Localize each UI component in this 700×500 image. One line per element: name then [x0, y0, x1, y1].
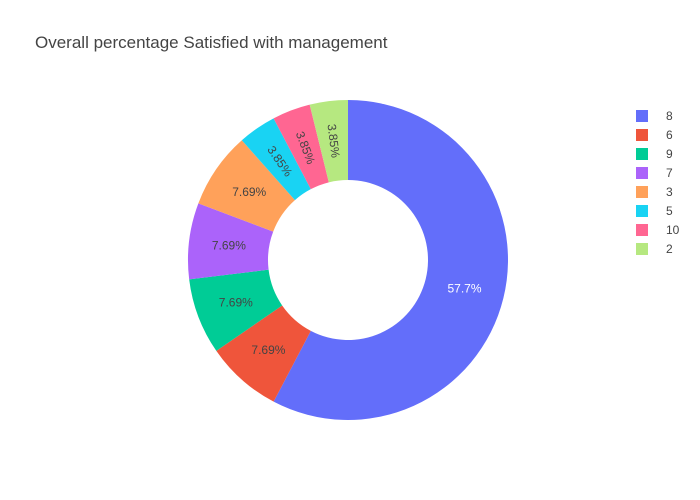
legend-label: 5 — [666, 203, 673, 218]
slice-label-2: 3.85% — [325, 123, 343, 159]
legend-item-8[interactable]: 8 — [636, 106, 679, 125]
slice-3[interactable] — [198, 140, 295, 232]
slice-label-7: 7.69% — [212, 239, 246, 253]
slice-8[interactable] — [273, 100, 509, 420]
legend-swatch — [636, 128, 648, 141]
slice-2[interactable] — [309, 100, 348, 183]
legend-label: 7 — [666, 165, 673, 180]
legend-swatch — [636, 185, 648, 198]
legend-item-9[interactable]: 9 — [636, 144, 679, 163]
legend-label: 10 — [666, 222, 680, 237]
legend-item-7[interactable]: 7 — [636, 163, 679, 182]
legend-label: 8 — [666, 108, 673, 123]
slice-6[interactable] — [216, 305, 311, 402]
chart-title: Overall percentage Satisfied with manage… — [35, 33, 388, 52]
legend-swatch — [636, 242, 648, 255]
legend-swatch — [636, 109, 648, 122]
legend: 8 6 9 7 3 5 10 2 — [636, 106, 679, 258]
legend-item-10[interactable]: 10 — [636, 220, 679, 239]
slice-10[interactable] — [273, 104, 329, 190]
slice-label-3: 7.69% — [232, 185, 266, 199]
slice-label-8: 57.7% — [447, 282, 481, 296]
legend-swatch — [636, 147, 648, 160]
legend-label: 6 — [666, 127, 673, 142]
slice-5[interactable] — [241, 118, 311, 201]
legend-label: 2 — [666, 241, 673, 256]
legend-item-5[interactable]: 5 — [636, 201, 679, 220]
legend-item-3[interactable]: 3 — [636, 182, 679, 201]
legend-swatch — [636, 223, 648, 236]
legend-swatch — [636, 166, 648, 179]
legend-item-6[interactable]: 6 — [636, 125, 679, 144]
slice-7[interactable] — [188, 203, 274, 280]
slice-9[interactable] — [189, 269, 283, 351]
legend-item-2[interactable]: 2 — [636, 239, 679, 258]
legend-swatch — [636, 204, 648, 217]
slice-label-6: 7.69% — [251, 343, 285, 357]
legend-label: 3 — [666, 184, 673, 199]
slice-label-9: 7.69% — [219, 296, 253, 310]
legend-label: 9 — [666, 146, 673, 161]
